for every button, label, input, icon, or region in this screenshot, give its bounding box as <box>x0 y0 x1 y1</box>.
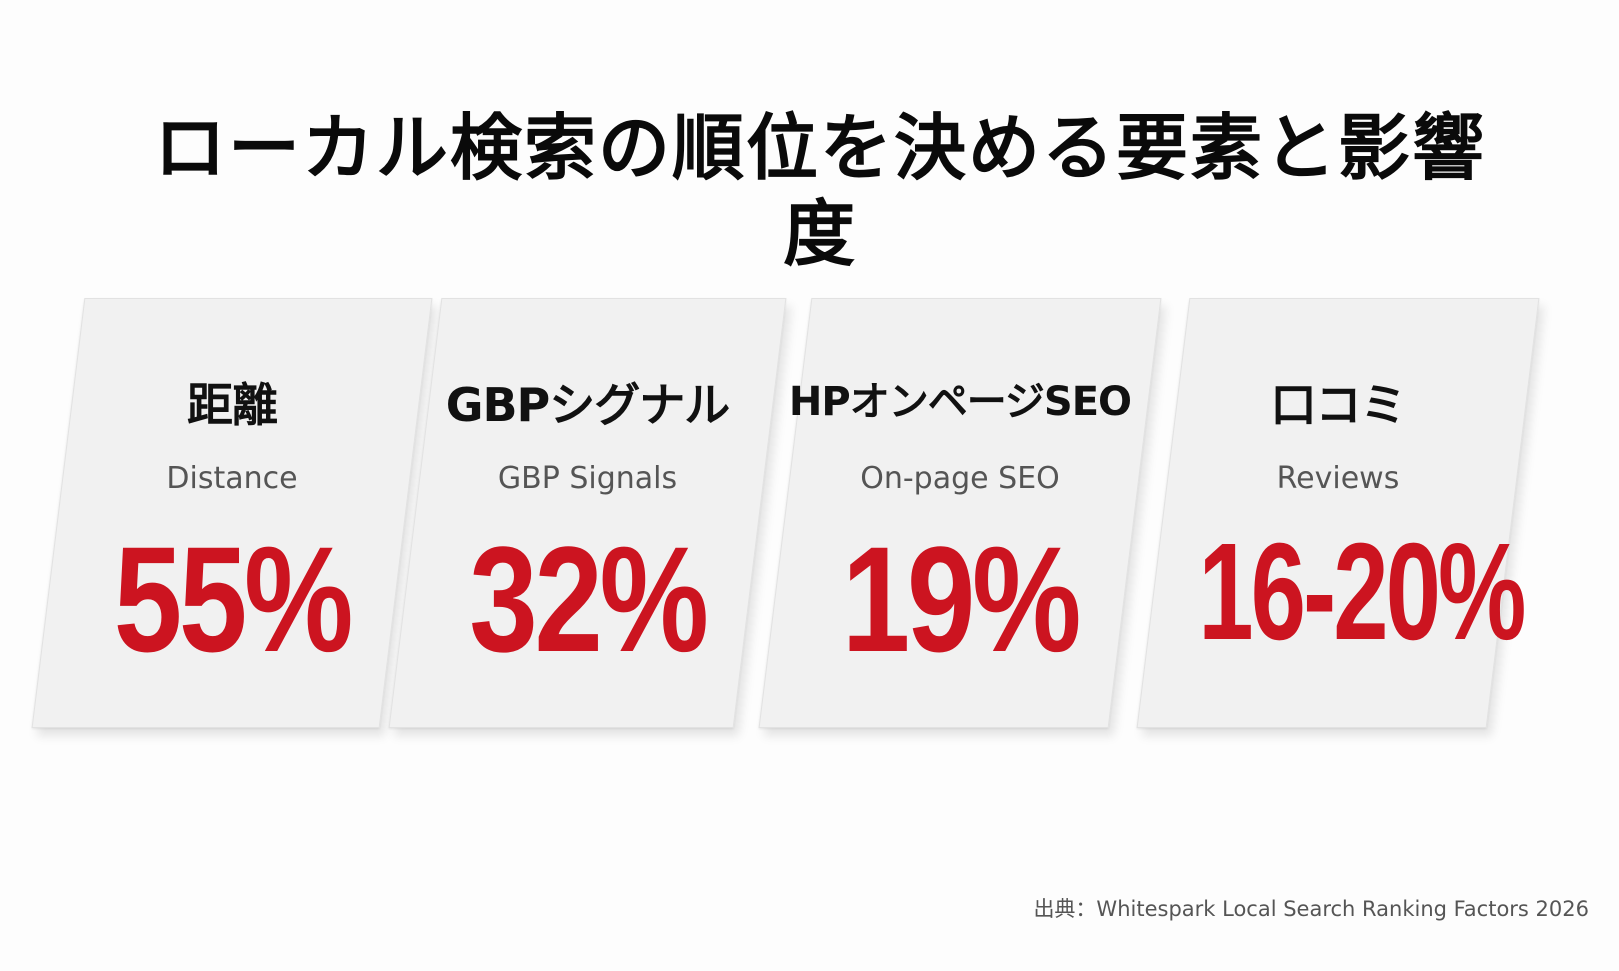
source-citation: 出典：Whitespark Local Search Ranking Facto… <box>1033 897 1589 921</box>
card-onpage-seo: HPオンページSEO On-page SEO 19% <box>758 298 1162 728</box>
card-gbp-signals: GBPシグナル GBP Signals 32% <box>388 298 787 728</box>
card-value: 55% <box>113 515 351 683</box>
card-title: 距離 <box>187 378 277 432</box>
card-title: HPオンページSEO <box>788 379 1132 425</box>
card-value: 16-20% <box>1198 515 1524 669</box>
card-subtitle: GBP Signals <box>497 461 678 496</box>
card-distance: 距離 Distance 55% <box>31 298 433 728</box>
card-title: GBPシグナル <box>445 378 730 432</box>
card-value: 19% <box>841 515 1079 683</box>
page-title: ローカル検索の順位を決める要素と影響度 <box>153 106 1486 277</box>
card-subtitle: On-page SEO <box>860 461 1060 496</box>
card-subtitle: Distance <box>166 461 298 496</box>
card-value: 32% <box>469 515 706 683</box>
card-reviews: 口コミ Reviews 16-20% <box>1136 298 1540 728</box>
card-title: 口コミ <box>1270 378 1406 432</box>
card-subtitle: Reviews <box>1276 461 1400 496</box>
